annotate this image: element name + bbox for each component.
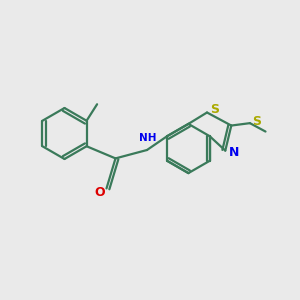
Text: NH: NH bbox=[139, 134, 156, 143]
Text: O: O bbox=[94, 186, 105, 200]
Text: S: S bbox=[252, 116, 261, 128]
Text: S: S bbox=[211, 103, 220, 116]
Text: N: N bbox=[229, 146, 239, 160]
